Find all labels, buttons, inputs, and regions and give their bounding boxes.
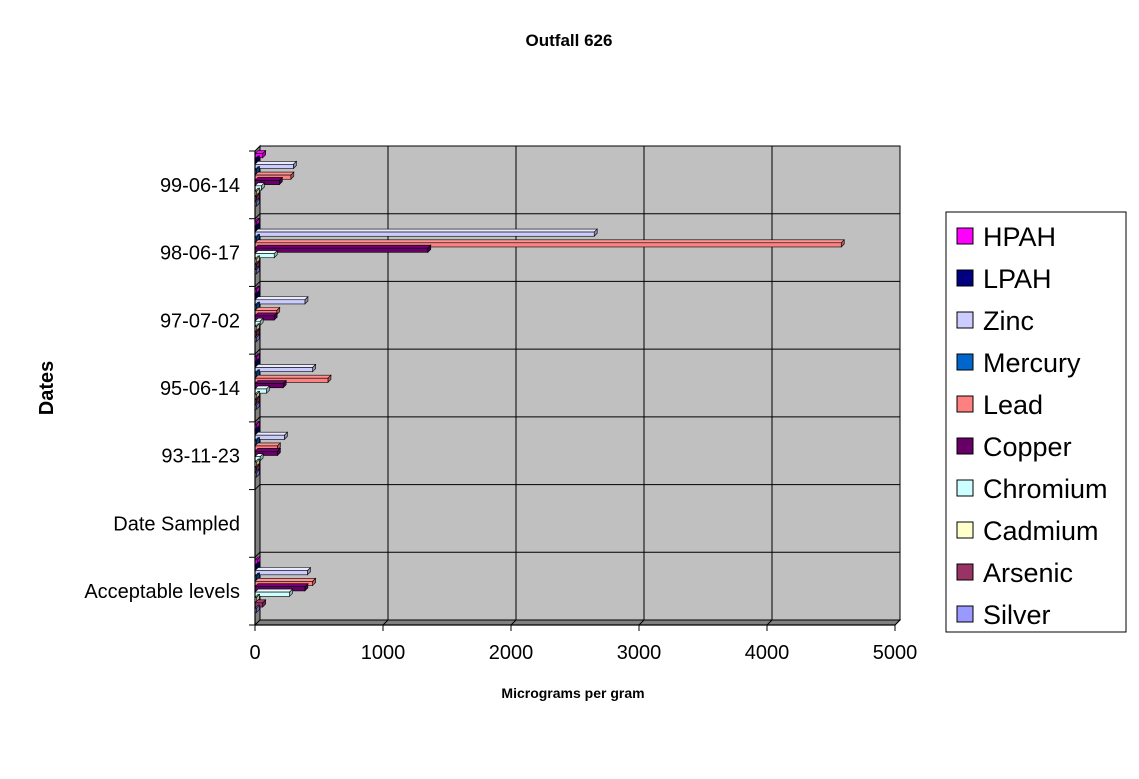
bar: [254, 322, 261, 332]
x-tick-label: 5000: [873, 642, 918, 664]
bar: [254, 599, 267, 608]
legend-swatch: [956, 395, 974, 413]
bar: [254, 463, 261, 473]
legend-swatch: [956, 521, 974, 539]
axes: 0 1000 2000 3000 4000 5000 Acceptable levels Da…: [84, 150, 918, 664]
legend-item: HPAH: [956, 222, 1056, 252]
bar: [254, 431, 289, 441]
bar: [254, 328, 261, 337]
legend-item: Chromium: [956, 474, 1108, 504]
x-gridline-floor: [510, 619, 517, 626]
y-category-label: Acceptable levels: [84, 581, 240, 603]
bar: [254, 561, 261, 571]
x-tick-label: 2000: [489, 642, 534, 664]
legend-label: LPAH: [983, 264, 1052, 294]
bar: [254, 182, 266, 191]
legend-label: Silver: [983, 600, 1051, 630]
y-category-label: 99-06-14: [160, 175, 240, 197]
legend-label: Lead: [983, 390, 1043, 420]
y-axis-title: Dates: [36, 361, 58, 415]
plot-area: [253, 144, 902, 627]
bar: [254, 333, 261, 343]
bar: [254, 458, 261, 467]
y-category-label: 98-06-17: [160, 243, 240, 265]
bar: [254, 233, 261, 243]
y-category-label: Date Sampled: [113, 513, 240, 535]
bar: [254, 358, 261, 368]
y-gridline-side: [254, 213, 261, 220]
x-gridline-floor: [638, 619, 645, 626]
bar: [254, 192, 261, 202]
legend-label: Zinc: [983, 306, 1034, 336]
legend-swatch: [956, 605, 974, 623]
bar: [254, 566, 312, 576]
legend-swatch: [956, 479, 974, 497]
legend-item: Silver: [956, 600, 1051, 630]
legend-box: [945, 211, 1127, 633]
plot-back-wall: [259, 145, 901, 621]
x-axis-title: Micrograms per gram: [501, 685, 644, 701]
bar: [254, 593, 261, 603]
y-gridline-side: [254, 281, 261, 287]
legend-item: Zinc: [956, 306, 1034, 336]
bar: [254, 187, 261, 197]
plot-floor: [253, 619, 902, 626]
bar: [254, 260, 261, 270]
legend-label: HPAH: [983, 222, 1056, 252]
x-tick-label: 1000: [361, 642, 406, 664]
legend-item: Arsenic: [956, 558, 1073, 588]
bar: [254, 374, 332, 384]
legend-swatch: [956, 437, 974, 455]
bar: [254, 290, 261, 300]
bar: [254, 160, 298, 170]
legend-item: Cadmium: [956, 516, 1099, 546]
bar: [254, 301, 261, 311]
bar: [254, 244, 432, 254]
y-category-label: 97-07-02: [160, 310, 240, 332]
bar: [254, 255, 261, 264]
y-gridline-side: [254, 551, 261, 558]
y-gridline-side: [254, 348, 261, 355]
bar: [254, 363, 317, 373]
legend-label: Cadmium: [983, 516, 1099, 546]
y-category-label: 95-06-14: [160, 378, 240, 400]
bar: [254, 401, 261, 410]
legend-item: Copper: [956, 432, 1072, 462]
x-tick-label: 4000: [745, 642, 790, 664]
legend-swatch: [956, 269, 974, 287]
legend-swatch: [956, 563, 974, 581]
bars-group: [254, 149, 845, 614]
legend-label: Mercury: [983, 348, 1081, 378]
y-category-label: 93-11-23: [161, 446, 240, 468]
bar: [254, 149, 267, 159]
bar: [254, 155, 261, 164]
legend-label: Arsenic: [983, 558, 1073, 588]
bar: [254, 285, 261, 294]
legend-item: Mercury: [956, 348, 1081, 378]
x-gridline-floor: [894, 619, 901, 626]
y-gridline-side: [254, 416, 261, 423]
bar: [254, 452, 264, 462]
legend: HPAH LPAH Zinc Mercury Lead Copper Chromium Cad…: [945, 211, 1127, 633]
chart-title: Outfall 626: [526, 31, 613, 50]
x-gridline-floor: [766, 619, 773, 626]
bar: [254, 588, 294, 598]
legend-item: Lead: [956, 390, 1043, 420]
bar: [254, 296, 309, 305]
x-gridline-floor: [382, 619, 389, 626]
legend-swatch: [956, 311, 974, 329]
legend-item: LPAH: [956, 264, 1052, 294]
y-gridline-side: [254, 484, 261, 490]
bar: [254, 228, 598, 237]
bar: [254, 222, 261, 232]
bar: [254, 436, 261, 446]
legend-swatch: [956, 227, 974, 245]
legend-swatch: [956, 353, 974, 371]
legend-label: Copper: [983, 432, 1072, 462]
x-tick-label: 0: [249, 642, 260, 664]
x-tick-label: 3000: [617, 642, 662, 664]
bar: [254, 420, 261, 430]
legend-label: Chromium: [983, 474, 1108, 504]
